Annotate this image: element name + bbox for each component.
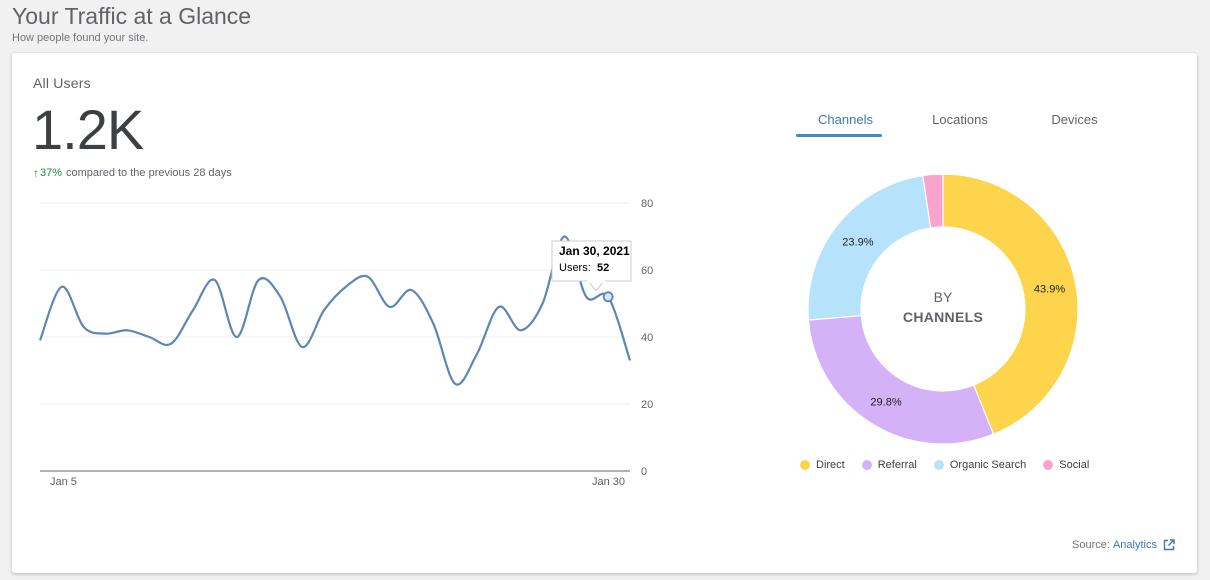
- tooltip-label: Users:: [559, 262, 591, 274]
- legend-dot-organic-search: [933, 460, 944, 470]
- legend-dot-social: [1043, 460, 1054, 470]
- page-header: Your Traffic at a Glance How people foun…: [12, 4, 251, 44]
- tooltip-date: Jan 30, 2021: [559, 244, 630, 258]
- source-attribution: Source: Analytics: [1072, 539, 1175, 551]
- legend-label-organic-search: Organic Search: [949, 459, 1027, 471]
- page-title: Your Traffic at a Glance: [12, 3, 252, 29]
- legend-label-social: Social: [1059, 459, 1090, 471]
- tooltip-value: 52: [597, 262, 609, 274]
- chart-tabs: Channels Locations Devices: [794, 105, 1126, 137]
- y-tick-label: 20: [641, 399, 653, 411]
- slice-label: 23.9%: [842, 237, 873, 249]
- channels-donut-chart: 43.9% 29.8% 23.9%: [807, 175, 1079, 445]
- donut-center-line2: CHANNELS: [902, 309, 984, 325]
- metric-label: All Users: [33, 75, 91, 91]
- change-text: compared to the previous 28 days: [66, 167, 232, 179]
- slice-direct[interactable]: [942, 175, 1079, 435]
- legend-item-organic-search[interactable]: Organic Search: [933, 459, 1027, 471]
- tab-locations[interactable]: Locations: [932, 112, 988, 127]
- slice-referral[interactable]: [807, 315, 995, 445]
- users-line-chart: 0 20 40 60 80 Jan 5 Jan 30 Jan 30, 2021 Users: 52: [38, 198, 653, 488]
- highlight-point[interactable]: [602, 291, 614, 303]
- donut-legend: Direct Referral Organic Search Social: [800, 459, 1106, 471]
- y-tick-label: 40: [641, 332, 653, 344]
- legend-item-social[interactable]: Social: [1043, 459, 1089, 471]
- donut-center-line1: BY: [933, 289, 953, 305]
- metric-value: 1.2K: [32, 98, 144, 161]
- legend-dot-referral: [861, 460, 872, 470]
- slice-label: 43.9%: [1034, 283, 1065, 295]
- traffic-card: All Users 1.2K ↑ 37% compared to the pre…: [12, 53, 1197, 573]
- x-tick-label: Jan 5: [50, 476, 77, 488]
- tab-devices[interactable]: Devices: [1051, 112, 1098, 127]
- source-label: Source:: [1072, 539, 1110, 551]
- y-tick-label: 80: [641, 198, 653, 210]
- slice-label: 29.8%: [870, 396, 901, 408]
- tooltip-seam: [587, 279, 605, 283]
- page-subtitle: How people found your site.: [12, 32, 149, 44]
- legend-dot-direct: [800, 460, 810, 470]
- compare-row: ↑ 37% compared to the previous 28 days: [33, 166, 232, 180]
- y-tick-label: 60: [641, 265, 653, 277]
- arrow-up-icon: ↑: [33, 166, 39, 180]
- chart-tooltip: Jan 30, 2021 Users: 52: [551, 240, 632, 292]
- legend-label-referral: Referral: [877, 459, 917, 471]
- change-percent: 37%: [40, 167, 63, 179]
- legend-item-referral[interactable]: Referral: [861, 459, 917, 471]
- legend-item-direct[interactable]: Direct: [800, 459, 845, 471]
- external-link-icon[interactable]: [1163, 539, 1175, 551]
- series-line-users: [38, 235, 632, 386]
- donut-center-label: BY CHANNELS: [882, 289, 1004, 325]
- slice-social[interactable]: [922, 175, 944, 229]
- legend-label-direct: Direct: [816, 459, 845, 471]
- tab-channels[interactable]: Channels: [794, 105, 897, 137]
- analytics-link[interactable]: Analytics: [1112, 539, 1157, 551]
- y-tick-label: 0: [641, 466, 647, 478]
- x-tick-label: Jan 30: [592, 476, 625, 488]
